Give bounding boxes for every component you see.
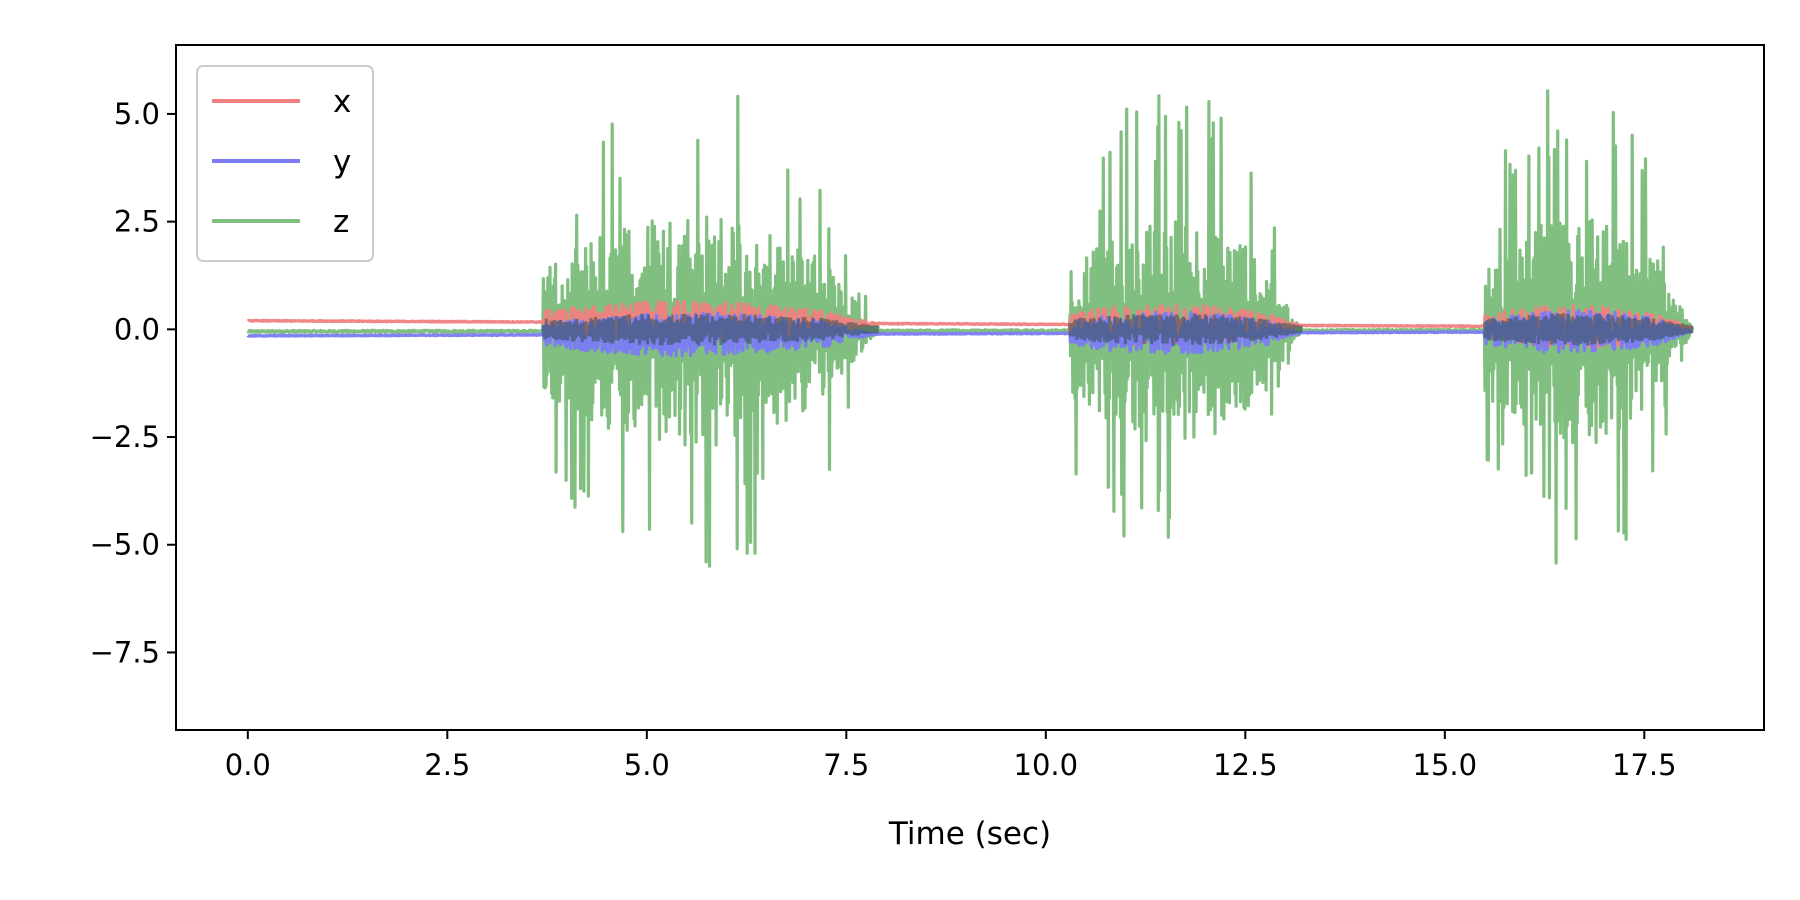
series-layer [246,89,1694,568]
y-axis: 5.0 2.5 0.0 −2.5 −5.0 −7.5 [90,97,176,669]
x-tick-label: 5.0 [624,748,670,782]
series-line-x [246,299,1694,349]
y-tick-label: 5.0 [114,97,160,131]
x-tick-label: 12.5 [1213,748,1278,782]
x-tick-label: 2.5 [424,748,470,782]
x-tick-label: 10.0 [1014,748,1079,782]
plot-frame [175,44,1765,731]
y-tick-label: 2.5 [114,205,160,239]
y-tick-label: 0.0 [114,312,160,346]
overlap-band [541,313,1694,346]
x-tick-label: 0.0 [225,748,271,782]
y-tick-label: −2.5 [90,420,160,454]
legend-label-y: y [333,144,351,180]
x-tick-label: 17.5 [1612,748,1677,782]
overlap-line [1483,313,1694,346]
overlap-line [1068,313,1303,346]
x-axis: 0.0 2.5 5.0 7.5 10.0 12.5 15.0 17.5 [225,730,1677,782]
legend-box [196,65,374,262]
x-tick-label: 15.0 [1413,748,1478,782]
y-tick-label: −5.0 [90,528,160,562]
legend-label-z: z [333,204,349,240]
overlap-line [541,313,880,346]
y-tick-label: −7.5 [90,635,160,669]
x-tick-label: 7.5 [823,748,869,782]
legend-label-x: x [333,84,351,120]
x-axis-label: Time (sec) [888,816,1051,852]
series-line-y [246,309,1694,358]
legend: xyz [196,65,374,262]
